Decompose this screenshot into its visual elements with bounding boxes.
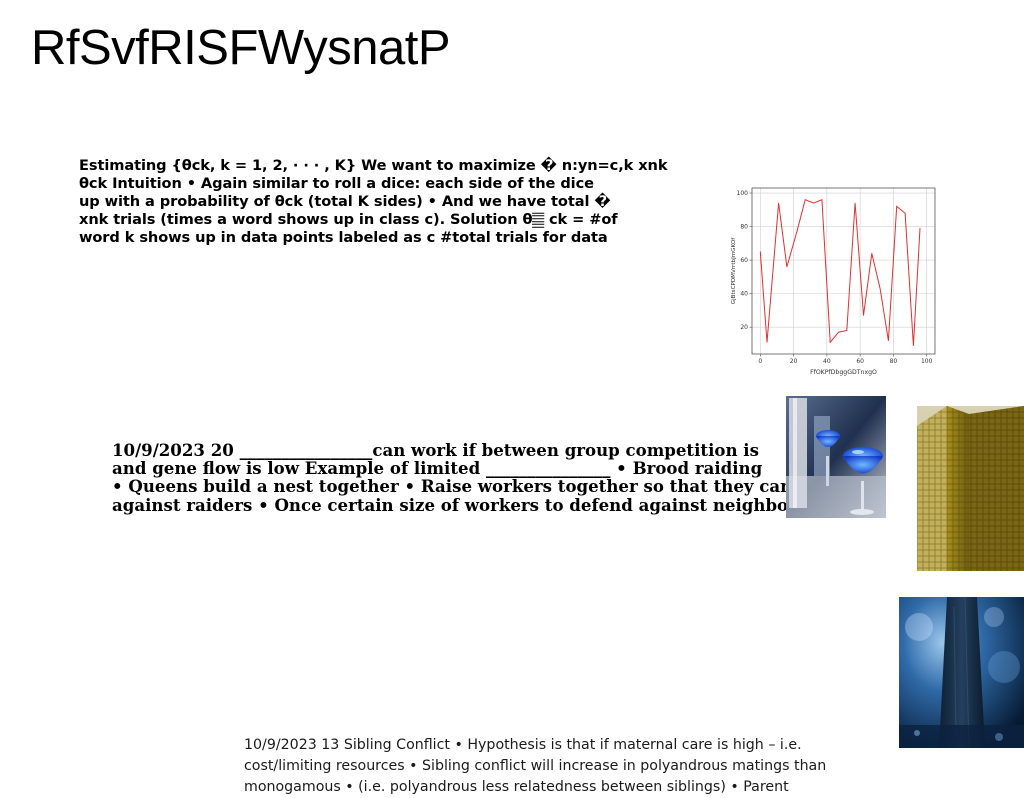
data-point <box>888 340 889 341</box>
text-line: xnk trials (times a word shows up in cla… <box>79 211 618 228</box>
data-point <box>904 212 906 214</box>
x-tick-label: 0 <box>758 358 762 365</box>
y-tick-label: 20 <box>740 324 748 331</box>
plot-frame <box>751 187 936 355</box>
data-point <box>759 251 761 253</box>
y-tick-label: 40 <box>740 291 748 298</box>
text-line: word k shows up in data points labeled a… <box>79 229 608 246</box>
page-title: RfSvfRISFWysnatP <box>31 21 451 75</box>
text-line: up with a probability of θck (total K si… <box>79 193 611 210</box>
data-point <box>919 227 921 229</box>
text-block-estimating: Estimating {θck, k = 1, 2, · · · , K} We… <box>79 157 668 247</box>
y-axis-label: GjBtsCPDMVrrtbJmGKOf <box>731 237 737 305</box>
data-point <box>871 252 873 254</box>
chart-points <box>759 199 921 347</box>
text-line: 10/9/2023 20 ________________can work if… <box>112 440 759 460</box>
gold-building-photo <box>917 406 1024 571</box>
x-tick-label: 80 <box>890 358 898 365</box>
data-point <box>854 202 856 204</box>
data-point <box>766 341 768 343</box>
data-point <box>796 231 798 232</box>
data-point <box>778 202 780 204</box>
data-point <box>896 206 898 207</box>
data-point <box>879 288 881 290</box>
x-tick-label: 40 <box>823 358 831 365</box>
text-line: Estimating {θck, k = 1, 2, · · · , K} We… <box>79 157 668 174</box>
data-point <box>821 199 823 201</box>
line-chart-svg: 0 20 40 60 80 100 20 40 60 80 100 FfOKPfDbggGDTnxg… <box>731 187 936 376</box>
data-point <box>813 202 814 204</box>
data-point <box>846 330 848 331</box>
text-line: cost/limiting resources • Sibling confli… <box>244 758 827 774</box>
text-block-group-competition: 10/9/2023 20 ________________can work if… <box>112 440 807 515</box>
text-line: and gene flow is low Example of limited … <box>112 458 763 479</box>
text-line: against raiders • Once certain size of w… <box>112 494 807 515</box>
x-axis-label: FfOKPfDbggGDTnxgO <box>810 369 877 376</box>
series-line <box>759 198 921 346</box>
line-chart: 0 20 40 60 80 100 20 40 60 80 100 FfOKPfDbggGDTnxg… <box>728 182 940 378</box>
x-tick-label: 20 <box>790 358 798 365</box>
text-line: • Queens build a nest together • Raise w… <box>112 476 793 497</box>
tree-trunk-photo <box>899 597 1024 748</box>
y-tick-label: 100 <box>737 190 749 197</box>
chart-ticks: 0 20 40 60 80 100 20 40 60 80 100 <box>737 190 933 365</box>
data-point <box>838 331 839 333</box>
y-tick-label: 60 <box>740 257 748 264</box>
data-point <box>829 341 831 343</box>
y-tick-label: 80 <box>740 224 748 231</box>
x-tick-label: 100 <box>921 358 933 365</box>
x-tick-label: 60 <box>856 358 864 365</box>
text-line: 10/9/2023 13 Sibling Conflict • Hypothes… <box>244 737 802 753</box>
data-point <box>804 199 806 201</box>
text-block-sibling-conflict: 10/9/2023 13 Sibling Conflict • Hypothes… <box>244 735 844 798</box>
data-point <box>786 266 788 268</box>
cocktail-glasses-photo <box>786 396 886 518</box>
data-point <box>912 345 914 347</box>
text-line: θck Intuition • Again similar to roll a … <box>79 175 594 192</box>
data-point <box>863 315 864 316</box>
